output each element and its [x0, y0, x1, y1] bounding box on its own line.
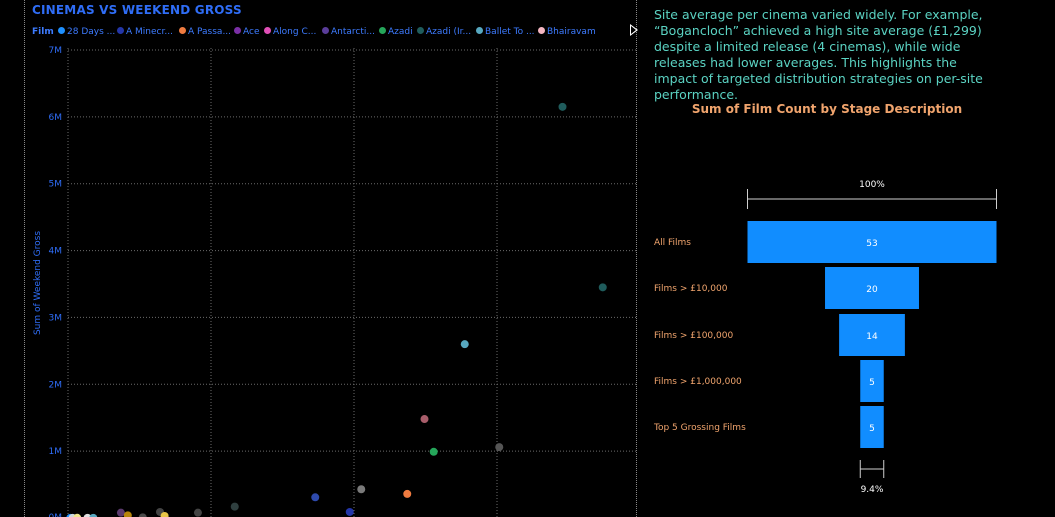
- scatter-point[interactable]: [345, 507, 354, 516]
- legend-next-arrow-icon[interactable]: [630, 24, 638, 36]
- insight-text: Site average per cinema varied widely. F…: [654, 7, 983, 102]
- scatter-title: CINEMAS VS WEEKEND GROSS: [32, 3, 242, 17]
- funnel-bottom-percent: 9.4%: [861, 485, 884, 495]
- scatter-point[interactable]: [123, 511, 132, 517]
- funnel-title: Sum of Film Count by Stage Description: [691, 102, 963, 116]
- funnel-bar[interactable]: [747, 221, 997, 263]
- legend-heading: Film: [32, 27, 54, 37]
- funnel-category-label: Films > £10,000: [654, 284, 728, 294]
- y-tick-label: 2M: [49, 380, 63, 390]
- funnel-category-label: Top 5 Grossing Films: [653, 423, 746, 433]
- y-tick-label: 6M: [49, 113, 63, 123]
- funnel-value-label: 14: [866, 332, 878, 342]
- funnel-bar[interactable]: [825, 267, 919, 309]
- legend-dot-icon: [264, 27, 271, 34]
- y-tick-label: 3M: [49, 313, 63, 323]
- scatter-point[interactable]: [83, 513, 92, 517]
- legend-dot-icon: [417, 27, 424, 34]
- funnel-value-label: 20: [866, 285, 878, 295]
- scatter-point[interactable]: [73, 513, 82, 517]
- legend-item-label: Ballet To ...: [485, 27, 535, 37]
- legend-item-label: A Minecr...: [126, 27, 173, 37]
- scatter-point[interactable]: [193, 508, 202, 517]
- funnel-value-label: 5: [869, 424, 875, 434]
- funnel-top-percent: 100%: [859, 180, 885, 190]
- legend-item-label: Antarcti...: [331, 27, 375, 37]
- scatter-point[interactable]: [357, 485, 366, 494]
- scatter-point[interactable]: [460, 340, 469, 349]
- scatter-point[interactable]: [495, 443, 504, 452]
- scatter-point[interactable]: [138, 513, 147, 517]
- legend-dot-icon: [322, 27, 329, 34]
- y-tick-label: 1M: [49, 447, 63, 457]
- scatter-point[interactable]: [598, 283, 607, 292]
- funnel-category-label: Films > £1,000,000: [654, 377, 742, 387]
- legend-dot-icon: [379, 27, 386, 34]
- funnel-value-label: 53: [866, 239, 877, 249]
- scatter-point[interactable]: [403, 489, 412, 498]
- legend-dot-icon: [179, 27, 186, 34]
- legend-item[interactable]: Antarcti...: [322, 27, 375, 37]
- legend-item[interactable]: Azadi: [379, 27, 413, 37]
- legend-dot-icon: [117, 27, 124, 34]
- legend-item-label: Ace: [243, 27, 260, 37]
- legend-item[interactable]: Bhairavam: [538, 27, 596, 37]
- scatter-point[interactable]: [429, 447, 438, 456]
- legend-item-label: Bhairavam: [547, 27, 596, 37]
- funnel-bar[interactable]: [860, 406, 884, 448]
- legend-item-label: Along C...: [273, 27, 317, 37]
- legend-item-label: A Passa...: [188, 27, 232, 37]
- legend-item[interactable]: A Minecr...: [117, 27, 173, 37]
- legend: Film 28 Days ... A Minecr... A Passa... …: [32, 27, 630, 41]
- legend-item[interactable]: Ace: [234, 27, 259, 37]
- scatter-point[interactable]: [160, 511, 169, 517]
- scatter-point[interactable]: [230, 502, 239, 511]
- funnel-bar[interactable]: [839, 314, 905, 356]
- funnel-value-label: 5: [869, 378, 875, 388]
- legend-item-label: 28 Days ...: [67, 27, 116, 37]
- y-tick-label: 5M: [49, 180, 63, 190]
- legend-dot-icon: [538, 27, 545, 34]
- legend-dot-icon: [476, 27, 483, 34]
- legend-item[interactable]: Ballet To ...: [476, 27, 535, 37]
- funnel-category-label: Films > £100,000: [654, 331, 733, 341]
- y-tick-label: 0M: [49, 513, 63, 517]
- scatter-point[interactable]: [311, 493, 320, 502]
- scatter-plot: 1M 2M 3M 4M 5M 6M 7M 0M: [49, 46, 636, 517]
- legend-dot-icon: [234, 27, 241, 34]
- scatter-point[interactable]: [116, 508, 125, 517]
- scatter-chart-panel: CINEMAS VS WEEKEND GROSS Film 28 Days ..…: [24, 0, 638, 517]
- scatter-point[interactable]: [558, 102, 567, 111]
- legend-item-label: Azadi (Ir...: [426, 27, 472, 37]
- legend-dot-icon: [58, 27, 65, 34]
- scatter-point[interactable]: [420, 415, 429, 424]
- legend-item[interactable]: Along C...: [264, 27, 316, 37]
- legend-item-label: Azadi: [388, 27, 413, 37]
- funnel-bar[interactable]: [860, 360, 884, 402]
- legend-item[interactable]: A Passa...: [179, 27, 231, 37]
- scatter-point[interactable]: [89, 513, 98, 517]
- panel-divider-left: [24, 0, 25, 517]
- legend-item[interactable]: 28 Days ...: [58, 27, 115, 37]
- y-tick-label: 4M: [49, 247, 63, 257]
- panel-divider-right: [636, 0, 637, 517]
- funnel-chart: 100% 53 All Films 20 Films > £10,000 14 Films …: [653, 180, 997, 495]
- legend-item[interactable]: Azadi (Ir...: [417, 27, 471, 37]
- funnel-category-label: All Films: [654, 238, 691, 248]
- y-tick-label: 7M: [49, 46, 63, 56]
